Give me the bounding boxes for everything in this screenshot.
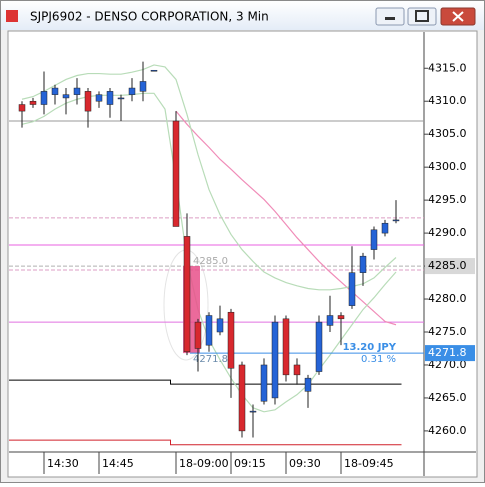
indicator-line bbox=[21, 64, 397, 291]
price-label: 4271.8 bbox=[428, 346, 467, 359]
price-label: 4285.0 bbox=[428, 259, 467, 272]
x-tick-label: 09:15 bbox=[234, 457, 266, 470]
candle-body bbox=[293, 364, 301, 376]
candle-body bbox=[205, 315, 213, 346]
candle-body bbox=[139, 81, 147, 92]
candle-body bbox=[73, 87, 81, 95]
candle-body bbox=[194, 321, 202, 349]
candle-body bbox=[282, 318, 290, 376]
y-tick-label: 4300.0 bbox=[428, 160, 467, 173]
measure-from-label: 4285.0 bbox=[193, 256, 228, 267]
candle-body bbox=[348, 272, 356, 306]
measure-percent: 0.31 % bbox=[361, 354, 396, 365]
candle-body bbox=[381, 222, 389, 234]
candle-body bbox=[18, 104, 26, 112]
candle-body bbox=[238, 364, 246, 432]
indicator-line bbox=[175, 110, 397, 326]
x-tick-label: 14:30 bbox=[47, 457, 79, 470]
candle-body bbox=[359, 255, 367, 273]
candle-body bbox=[62, 94, 70, 99]
candle-body bbox=[84, 91, 92, 112]
candle-body bbox=[315, 321, 323, 372]
candle-body bbox=[106, 91, 114, 105]
y-tick-label: 4295.0 bbox=[428, 193, 467, 206]
x-tick-label: 18-09:00 bbox=[179, 457, 229, 470]
step-line bbox=[9, 379, 402, 385]
candle-body bbox=[227, 311, 235, 369]
candle-body bbox=[172, 120, 180, 227]
candle-body bbox=[392, 219, 400, 222]
y-tick-label: 4310.0 bbox=[428, 94, 467, 107]
candle-body bbox=[51, 87, 59, 95]
candle-body bbox=[117, 97, 125, 100]
candle-body bbox=[370, 229, 378, 250]
step-line bbox=[9, 439, 402, 446]
x-tick-label: 14:45 bbox=[102, 457, 134, 470]
y-tick-label: 4275.0 bbox=[428, 325, 467, 338]
y-tick-label: 4305.0 bbox=[428, 127, 467, 140]
app-icon bbox=[6, 10, 18, 22]
y-tick-label: 4270.0 bbox=[428, 358, 467, 371]
x-tick-label: 09:30 bbox=[289, 457, 321, 470]
candle-body bbox=[95, 94, 103, 102]
price-label-box bbox=[425, 345, 475, 362]
candle-body bbox=[326, 315, 334, 326]
y-tick-label: 4290.0 bbox=[428, 226, 467, 239]
measure-change: 13.20 JPY bbox=[343, 342, 397, 353]
candle-body bbox=[337, 315, 345, 320]
candle-body bbox=[183, 236, 191, 353]
maximize-button[interactable] bbox=[407, 7, 437, 26]
candle-body bbox=[260, 364, 268, 402]
measure-to-label: 4271.8 bbox=[193, 354, 228, 365]
y-tick-label: 4280.0 bbox=[428, 292, 467, 305]
candle-body bbox=[271, 321, 279, 399]
close-button[interactable] bbox=[440, 7, 476, 26]
candle-body bbox=[128, 87, 136, 95]
minimize-button[interactable] bbox=[375, 7, 405, 26]
window-title: SJPJ6902 - DENSO CORPORATION, 3 Min bbox=[30, 10, 269, 24]
y-tick-label: 4315.0 bbox=[428, 61, 467, 74]
candle-body bbox=[216, 318, 224, 333]
y-tick-label: 4260.0 bbox=[428, 424, 467, 437]
price-label-box bbox=[425, 258, 475, 275]
candle-body bbox=[150, 69, 158, 72]
candle-body bbox=[29, 100, 37, 105]
x-tick-label: 18-09:45 bbox=[344, 457, 394, 470]
y-tick-label: 4265.0 bbox=[428, 391, 467, 404]
candle-body bbox=[304, 377, 312, 392]
candle-body bbox=[249, 410, 257, 413]
candle-body bbox=[40, 91, 48, 105]
